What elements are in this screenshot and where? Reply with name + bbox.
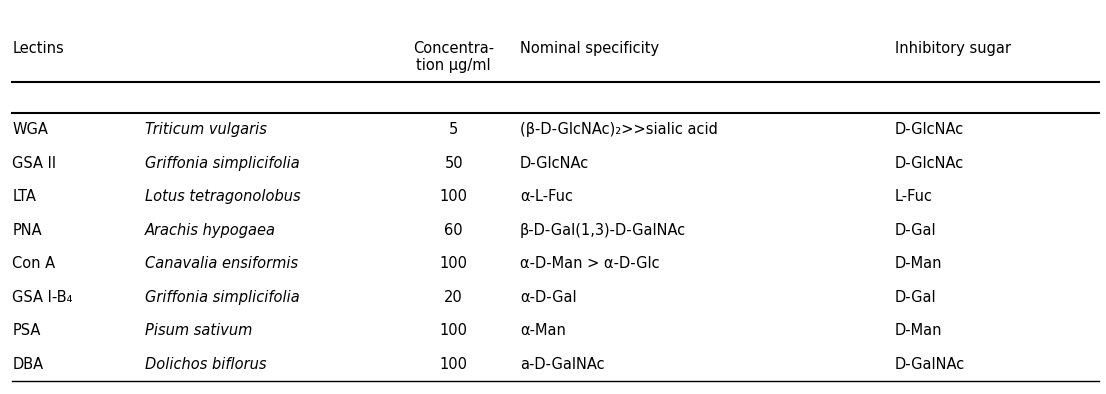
Text: D-Man: D-Man bbox=[895, 323, 942, 338]
Text: Dolichos biflorus: Dolichos biflorus bbox=[145, 357, 267, 372]
Text: PSA: PSA bbox=[12, 323, 41, 338]
Text: Canavalia ensiformis: Canavalia ensiformis bbox=[145, 256, 298, 271]
Text: Griffonia simplicifolia: Griffonia simplicifolia bbox=[145, 156, 300, 171]
Text: α-D-Man > α-D-Glc: α-D-Man > α-D-Glc bbox=[520, 256, 659, 271]
Text: (β-D-GlcNAc)₂>>sialic acid: (β-D-GlcNAc)₂>>sialic acid bbox=[520, 122, 718, 137]
Text: 5: 5 bbox=[449, 122, 458, 137]
Text: Arachis hypogaea: Arachis hypogaea bbox=[145, 223, 275, 238]
Text: PNA: PNA bbox=[12, 223, 42, 238]
Text: D-Man: D-Man bbox=[895, 256, 942, 271]
Text: Inhibitory sugar: Inhibitory sugar bbox=[895, 41, 1011, 56]
Text: Concentra-
tion μg/ml: Concentra- tion μg/ml bbox=[414, 41, 494, 73]
Text: LTA: LTA bbox=[12, 189, 36, 204]
Text: 20: 20 bbox=[445, 290, 463, 305]
Text: D-GlcNAc: D-GlcNAc bbox=[520, 156, 589, 171]
Text: Lectins: Lectins bbox=[12, 41, 64, 56]
Text: 100: 100 bbox=[440, 189, 468, 204]
Text: 100: 100 bbox=[440, 357, 468, 372]
Text: 60: 60 bbox=[445, 223, 463, 238]
Text: Lotus tetragonolobus: Lotus tetragonolobus bbox=[145, 189, 301, 204]
Text: α-Man: α-Man bbox=[520, 323, 566, 338]
Text: D-Gal: D-Gal bbox=[895, 223, 937, 238]
Text: DBA: DBA bbox=[12, 357, 43, 372]
Text: Nominal specificity: Nominal specificity bbox=[520, 41, 659, 56]
Text: Triticum vulgaris: Triticum vulgaris bbox=[145, 122, 267, 137]
Text: Griffonia simplicifolia: Griffonia simplicifolia bbox=[145, 290, 300, 305]
Text: D-Gal: D-Gal bbox=[895, 290, 937, 305]
Text: GSA I-B₄: GSA I-B₄ bbox=[12, 290, 73, 305]
Text: β-D-Gal(1,3)-D-GalNAc: β-D-Gal(1,3)-D-GalNAc bbox=[520, 223, 686, 238]
Text: L-Fuc: L-Fuc bbox=[895, 189, 933, 204]
Text: Con A: Con A bbox=[12, 256, 55, 271]
Text: D-GalNAc: D-GalNAc bbox=[895, 357, 966, 372]
Text: a-D-GalNAc: a-D-GalNAc bbox=[520, 357, 605, 372]
Text: 100: 100 bbox=[440, 256, 468, 271]
Text: WGA: WGA bbox=[12, 122, 49, 137]
Text: Pisum sativum: Pisum sativum bbox=[145, 323, 252, 338]
Text: α-L-Fuc: α-L-Fuc bbox=[520, 189, 573, 204]
Text: 50: 50 bbox=[445, 156, 463, 171]
Text: D-GlcNAc: D-GlcNAc bbox=[895, 122, 964, 137]
Text: 100: 100 bbox=[440, 323, 468, 338]
Text: α-D-Gal: α-D-Gal bbox=[520, 290, 576, 305]
Text: D-GlcNAc: D-GlcNAc bbox=[895, 156, 964, 171]
Text: GSA II: GSA II bbox=[12, 156, 56, 171]
